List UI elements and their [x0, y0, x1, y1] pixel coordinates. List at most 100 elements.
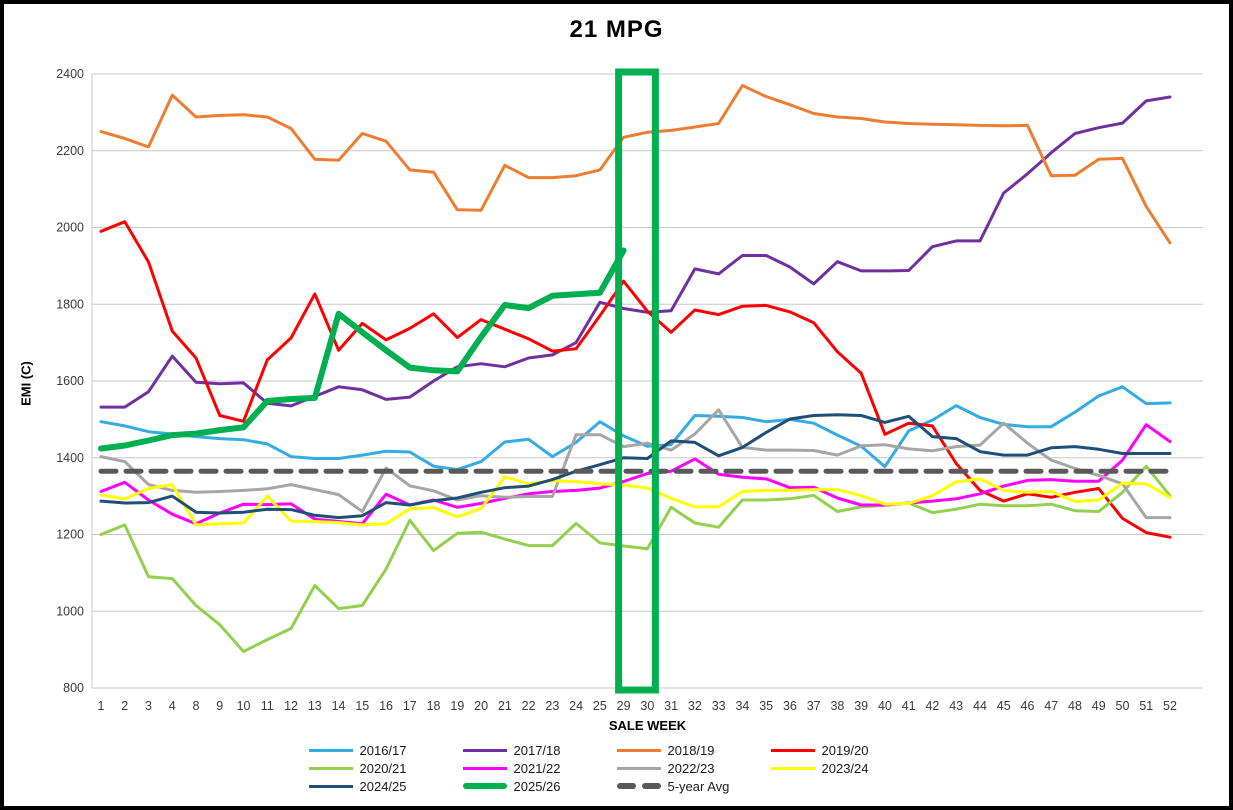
y-tick-label: 1200 [56, 528, 84, 542]
x-tick-label: 14 [332, 699, 346, 713]
x-tick-label: 48 [1068, 699, 1082, 713]
x-tick-label: 8 [193, 699, 200, 713]
x-tick-label: 42 [925, 699, 939, 713]
y-tick-label: 1800 [56, 297, 84, 311]
legend-label: 2017/18 [513, 742, 561, 758]
legend-swatch-icon [308, 766, 353, 770]
x-tick-label: 12 [284, 699, 298, 713]
legend-item-2017-18: 2017/18 [462, 741, 617, 759]
y-tick-label: 800 [63, 681, 84, 695]
x-tick-label: 51 [1139, 699, 1153, 713]
legend-label: 2016/17 [359, 742, 407, 758]
x-tick-label: 15 [355, 699, 369, 713]
x-tick-label: 40 [878, 699, 892, 713]
x-tick-label: 36 [783, 699, 797, 713]
y-tick-label: 2200 [56, 144, 84, 158]
x-tick-label: 43 [949, 699, 963, 713]
x-tick-label: 46 [1021, 699, 1035, 713]
series-line-2021-22 [99, 423, 1172, 526]
x-tick-label: 17 [403, 699, 417, 713]
legend-swatch-icon [462, 748, 507, 752]
x-tick-label: 30 [640, 699, 654, 713]
legend-item-2016-17: 2016/17 [308, 741, 463, 759]
legend-item-2021-22: 2021/22 [462, 759, 617, 777]
series-line-2025-26 [98, 247, 627, 452]
y-tick-label: 2400 [56, 67, 84, 81]
legend-item-2019-20: 2019/20 [770, 741, 925, 759]
legend-label: 2023/24 [821, 760, 869, 776]
x-tick-label: 49 [1092, 699, 1106, 713]
legend-swatch-icon [770, 748, 815, 752]
legend-row: 2024/25 2025/26 5-year Avg [308, 777, 925, 795]
legend-swatch-icon [462, 783, 507, 789]
x-tick-label: 31 [664, 699, 678, 713]
x-tick-label: 52 [1163, 699, 1177, 713]
y-tick-label: 1400 [56, 451, 84, 465]
x-tick-label: 29 [617, 699, 631, 713]
x-tick-label: 25 [593, 699, 607, 713]
legend-label: 2021/22 [513, 760, 561, 776]
legend-swatch-icon [616, 766, 661, 770]
x-tick-label: 47 [1044, 699, 1058, 713]
x-tick-label: 3 [145, 699, 152, 713]
x-tick-label: 23 [545, 699, 559, 713]
x-tick-label: 44 [973, 699, 987, 713]
legend-label: 5-year Avg [667, 778, 730, 794]
x-tick-label: 41 [902, 699, 916, 713]
x-tick-label: 35 [759, 699, 773, 713]
legend: 2016/17 2017/18 2018/19 2019/20 2020/21 2021/… [4, 741, 1229, 795]
x-tick-label: 50 [1116, 699, 1130, 713]
x-tick-label: 20 [474, 699, 488, 713]
legend-row: 2020/21 2021/22 2022/23 2023/24 [308, 759, 925, 777]
legend-swatch-icon [616, 783, 661, 789]
legend-swatch-icon [616, 748, 661, 752]
x-tick-label: 45 [997, 699, 1011, 713]
legend-label: 2019/20 [821, 742, 869, 758]
x-tick-label: 24 [569, 699, 583, 713]
legend-row: 2016/17 2017/18 2018/19 2019/20 [308, 741, 925, 759]
x-tick-label: 38 [830, 699, 844, 713]
x-tick-label: 34 [735, 699, 749, 713]
series-line-2016-17 [99, 385, 1172, 472]
legend-item-2020-21: 2020/21 [308, 759, 463, 777]
highlight-box [615, 68, 659, 694]
x-tick-label: 9 [216, 699, 223, 713]
x-tick-label: 18 [427, 699, 441, 713]
legend-swatch-icon [462, 766, 507, 770]
x-tick-label: 16 [379, 699, 393, 713]
x-tick-label: 1 [98, 699, 105, 713]
series-line-2017-18 [99, 95, 1172, 409]
legend-label: 2018/19 [667, 742, 715, 758]
legend-item-2025-26: 2025/26 [462, 777, 617, 795]
x-tick-label: 19 [450, 699, 464, 713]
legend-swatch-icon [770, 766, 815, 770]
x-tick-label: 32 [688, 699, 702, 713]
series-line-2024-25 [99, 413, 1172, 520]
x-tick-label: 21 [498, 699, 512, 713]
legend-item-2023-24: 2023/24 [770, 759, 925, 777]
series-line-2019-20 [99, 220, 1172, 539]
x-axis-title: SALE WEEK [608, 718, 687, 733]
x-tick-label: 39 [854, 699, 868, 713]
x-tick-label: 10 [237, 699, 251, 713]
x-tick-label: 37 [807, 699, 821, 713]
y-tick-label: 2000 [56, 221, 84, 235]
legend-item-empty [771, 777, 925, 795]
x-tick-label: 11 [261, 699, 274, 713]
chart-title: 21 MPG [569, 16, 664, 43]
legend-label: 2025/26 [513, 778, 561, 794]
series-line-2022-23 [99, 408, 1172, 520]
legend-item-5-year-Avg: 5-year Avg [616, 777, 771, 795]
x-tick-label: 4 [169, 699, 176, 713]
legend-item-2024-25: 2024/25 [308, 777, 463, 795]
x-tick-label: 13 [308, 699, 322, 713]
y-tick-label: 1000 [56, 604, 84, 618]
legend-item-2018-19: 2018/19 [616, 741, 771, 759]
y-tick-label: 1600 [56, 374, 84, 388]
legend-label: 2020/21 [359, 760, 407, 776]
x-tick-label: 2 [121, 699, 128, 713]
series-line-2020-21 [99, 464, 1172, 653]
legend-item-2022-23: 2022/23 [616, 759, 771, 777]
x-tick-label: 33 [712, 699, 726, 713]
